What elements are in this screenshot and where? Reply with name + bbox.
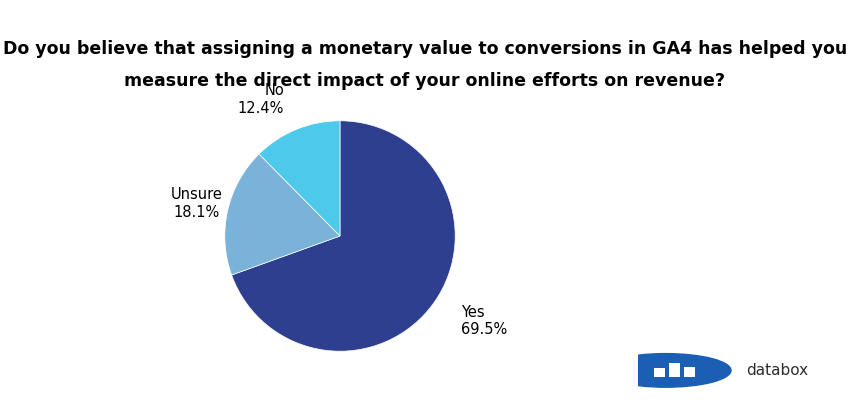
Text: databox: databox [746,363,808,378]
Wedge shape [224,154,340,275]
Text: measure the direct impact of your online efforts on revenue?: measure the direct impact of your online… [124,72,726,90]
Text: No
12.4%: No 12.4% [238,83,284,116]
Wedge shape [259,121,340,236]
FancyBboxPatch shape [669,363,680,377]
FancyBboxPatch shape [684,367,694,377]
Text: Do you believe that assigning a monetary value to conversions in GA4 has helped : Do you believe that assigning a monetary… [3,40,847,58]
Circle shape [600,354,731,387]
Wedge shape [231,121,456,351]
FancyBboxPatch shape [654,368,665,377]
Text: Unsure
18.1%: Unsure 18.1% [170,187,222,220]
Text: Yes
69.5%: Yes 69.5% [461,304,507,337]
